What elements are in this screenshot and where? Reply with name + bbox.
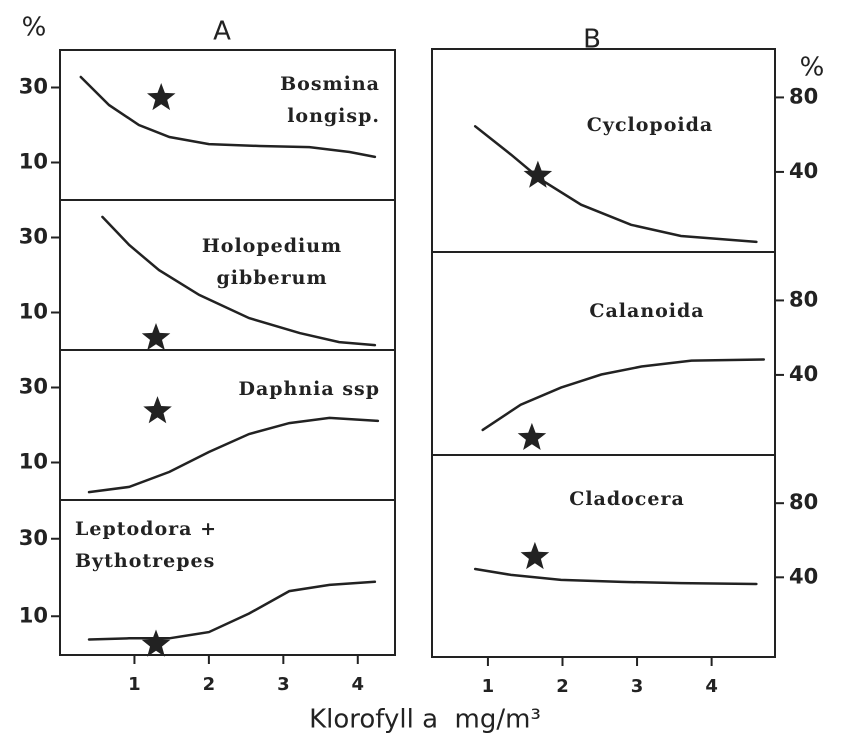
panel-frame xyxy=(431,454,776,658)
panel-title: B xyxy=(583,25,601,55)
star-marker xyxy=(141,629,171,657)
series-label: Bosmina xyxy=(280,73,380,95)
series-label: Leptodora + xyxy=(75,518,217,540)
y-tick-label: 10 xyxy=(19,150,48,174)
x-tick-label: 3 xyxy=(277,674,290,695)
curve xyxy=(473,125,758,244)
curve xyxy=(481,358,766,432)
star-marker xyxy=(141,323,171,351)
y-tick-label: 80 xyxy=(789,287,818,311)
y-tick-label: 40 xyxy=(789,159,818,183)
x-tick-label: 3 xyxy=(631,676,644,697)
star-marker xyxy=(517,422,547,450)
y-tick-label: 40 xyxy=(789,362,818,386)
star-marker xyxy=(520,541,550,570)
x-tick-label: 4 xyxy=(705,676,718,697)
curve xyxy=(473,567,758,586)
y-tick-label: 80 xyxy=(789,84,818,108)
series-label: gibberum xyxy=(216,267,327,289)
series-label: Bythotrepes xyxy=(75,550,215,572)
series-label: Cyclopoida xyxy=(587,114,713,136)
star-marker xyxy=(147,83,176,111)
star-marker xyxy=(143,396,172,424)
series-label: longisp. xyxy=(287,105,380,127)
x-tick-label: 2 xyxy=(203,674,216,695)
curve xyxy=(79,75,377,159)
y-tick-label: 40 xyxy=(789,564,818,588)
x-tick-label: 4 xyxy=(352,674,365,695)
x-tick-label: 1 xyxy=(128,674,141,695)
x-tick-label: 1 xyxy=(482,676,495,697)
y-tick-label: 80 xyxy=(789,490,818,514)
panel-frame xyxy=(431,48,776,253)
panel-frame xyxy=(59,499,396,656)
y-tick-label: 10 xyxy=(19,450,48,474)
y-tick-label: 30 xyxy=(19,526,48,550)
star-marker xyxy=(523,160,553,188)
y-tick-label: 30 xyxy=(19,75,48,99)
panel-frame xyxy=(59,349,396,501)
series-label: Daphnia ssp xyxy=(238,378,380,400)
series-label: Holopedium xyxy=(202,235,342,257)
series-label: Calanoida xyxy=(589,300,704,322)
y-unit: % xyxy=(22,13,47,43)
panel-title: A xyxy=(213,17,231,47)
y-tick-label: 30 xyxy=(19,375,48,399)
curve xyxy=(101,215,377,347)
x-axis-label: Klorofyll a mg/m³ xyxy=(309,705,541,735)
x-tick-label: 2 xyxy=(556,676,569,697)
y-tick-label: 10 xyxy=(19,603,48,627)
y-tick-label: 10 xyxy=(19,300,48,324)
panel-frame xyxy=(431,251,776,456)
y-unit: % xyxy=(800,53,825,83)
curve xyxy=(87,580,377,641)
curve xyxy=(87,416,380,494)
series-label: Cladocera xyxy=(569,488,685,510)
y-tick-label: 30 xyxy=(19,225,48,249)
